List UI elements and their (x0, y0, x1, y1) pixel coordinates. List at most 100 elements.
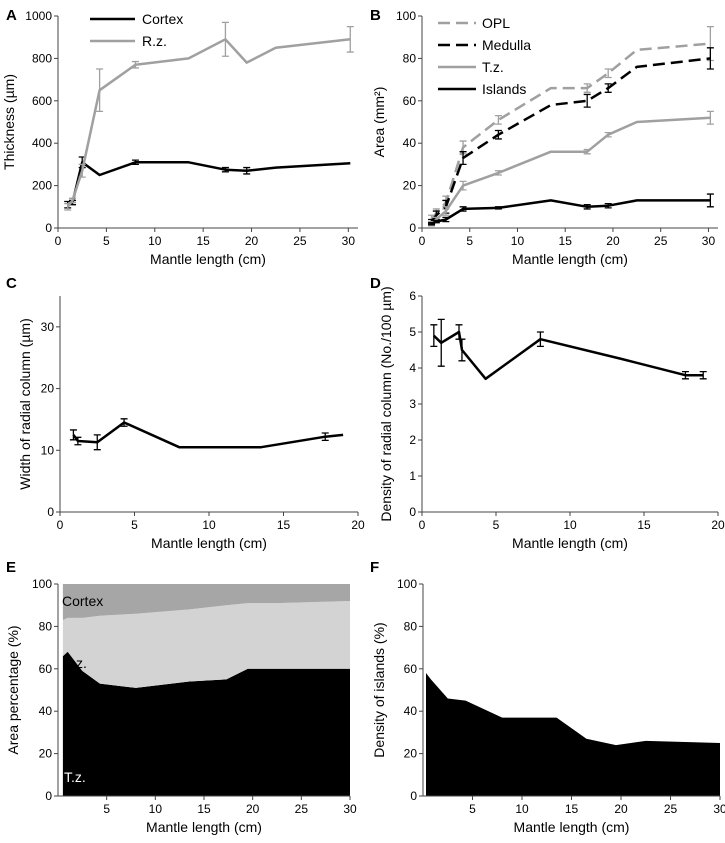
error-bar-b-islands (459, 206, 467, 212)
error-bar-c-width (120, 418, 128, 427)
y-tick-label-d: 5 (409, 325, 416, 339)
x-axis-label-b: Mantle length (cm) (512, 251, 628, 267)
y-tick-label-c: 0 (47, 505, 54, 519)
x-tick-label-e: 30 (343, 802, 357, 816)
y-axis-label-d: Density of radial column (No./100 µm) (378, 286, 394, 521)
error-bar-a-rz (96, 68, 104, 113)
error-bar-a-cortex (243, 166, 251, 175)
error-bar-b-medulla (494, 129, 502, 140)
y-axis-label-b: Area (mm²) (371, 87, 387, 158)
y-tick-label-c: 20 (41, 382, 55, 396)
error-bar-b-medulla (706, 47, 714, 70)
y-tick-label-f: 60 (404, 662, 418, 676)
x-tick-label-a: 15 (196, 234, 210, 248)
series-line-c-width (72, 421, 344, 449)
y-axis-label-f: Density of islands (%) (371, 622, 387, 757)
y-axis-label-a: Thickness (µm) (1, 74, 17, 170)
y-tick-label-c: 30 (41, 320, 55, 334)
legend-label-b-islands: Islands (482, 81, 526, 97)
panel-label-f: F (370, 559, 379, 576)
error-bar-b-tz (583, 148, 591, 155)
error-bar-c-width (69, 429, 77, 441)
chart-c: C 0 10 20 30 0 5 10 15 20 Mantle length (cm) Width… (6, 275, 365, 551)
error-bar-a-rz (221, 21, 229, 57)
error-bar-c-width (93, 434, 101, 451)
x-tick-label-a: 25 (293, 234, 307, 248)
error-bar-c-width (321, 432, 329, 442)
x-tick-label-a: 30 (342, 234, 356, 248)
error-bar-b-islands (706, 193, 714, 208)
error-bar-b-tz (604, 131, 612, 138)
error-bar-d-density (430, 324, 438, 348)
x-tick-label-d: 15 (637, 518, 651, 532)
y-tick-label-b: 20 (403, 179, 417, 193)
x-axis-label-f: Mantle length (cm) (514, 819, 630, 835)
area-e-cortex (62, 584, 351, 620)
x-tick-label-f: 30 (713, 802, 725, 816)
x-tick-label-a: 0 (55, 234, 62, 248)
series-line-d-density (432, 330, 704, 381)
y-tick-label-a: 800 (32, 51, 52, 65)
x-tick-label-b: 0 (419, 234, 426, 248)
x-tick-label-d: 20 (711, 518, 725, 532)
area-label-e-tz: T.z. (64, 769, 86, 785)
x-tick-label-c: 10 (202, 518, 216, 532)
x-axis-label-c: Mantle length (cm) (151, 535, 267, 551)
x-tick-label-e: 10 (149, 802, 163, 816)
y-tick-label-d: 2 (409, 433, 416, 447)
error-bar-a-rz (69, 197, 77, 204)
y-tick-label-d: 0 (409, 505, 416, 519)
panel-label-d: D (370, 275, 381, 292)
x-tick-label-a: 5 (103, 234, 110, 248)
y-tick-label-d: 3 (409, 397, 416, 411)
legend-label-a-rz: R.z. (142, 33, 167, 49)
error-bar-a-rz (78, 163, 86, 178)
x-tick-label-f: 25 (664, 802, 678, 816)
x-tick-label-f: 20 (614, 802, 628, 816)
area-e-rz (62, 601, 351, 688)
error-bar-b-islands (494, 206, 502, 210)
error-bar-b-opl (494, 114, 502, 125)
error-bar-b-medulla (583, 93, 591, 108)
error-bar-b-opl (604, 68, 612, 79)
x-axis-label-a: Mantle length (cm) (150, 251, 266, 267)
y-tick-label-e: 0 (45, 789, 52, 803)
y-tick-label-a: 600 (32, 94, 52, 108)
error-bar-d-density (458, 338, 466, 362)
x-tick-label-d: 5 (493, 518, 500, 532)
chart-d: D 0 1 2 3 4 5 6 0 5 10 15 20 Mantle length (cm) Densi… (370, 275, 725, 551)
error-bar-a-rz (346, 25, 354, 53)
y-tick-label-c: 10 (41, 443, 55, 457)
series-line-b-opl (430, 42, 711, 221)
y-tick-label-a: 200 (32, 179, 52, 193)
error-bar-b-tz (706, 110, 714, 125)
x-tick-label-b: 25 (654, 234, 668, 248)
x-tick-label-b: 5 (466, 234, 473, 248)
error-bar-d-density (681, 370, 689, 380)
y-tick-label-b: 100 (396, 9, 416, 23)
area-f-islands (426, 673, 720, 796)
error-bar-c-width (74, 436, 82, 446)
error-bar-b-islands (442, 216, 450, 223)
panel-label-a: A (6, 7, 17, 24)
y-tick-label-a: 1000 (25, 9, 52, 23)
x-tick-label-e: 15 (197, 802, 211, 816)
y-tick-label-f: 80 (404, 619, 418, 633)
x-tick-label-e: 20 (246, 802, 260, 816)
x-tick-label-a: 20 (245, 234, 259, 248)
chart-a: A 0 200 400 600 800 1000 0 5 10 15 20 25 30 Mantle le… (1, 7, 358, 267)
series-line-a-cortex (67, 161, 351, 206)
y-tick-label-b: 60 (403, 94, 417, 108)
x-tick-label-c: 15 (277, 518, 291, 532)
legend-label-a-cortex: Cortex (142, 11, 183, 27)
y-axis-label-c: Width of radial column (µm) (17, 318, 33, 489)
legend-label-b-medulla: Medulla (482, 37, 531, 53)
error-bar-b-islands (432, 219, 440, 224)
area-e-tz (62, 651, 351, 796)
error-bar-b-tz (459, 180, 467, 191)
y-tick-label-d: 6 (409, 289, 416, 303)
y-tick-label-e: 40 (39, 704, 53, 718)
legend-label-b-tz: T.z. (482, 59, 504, 75)
y-tick-label-b: 40 (403, 136, 417, 150)
